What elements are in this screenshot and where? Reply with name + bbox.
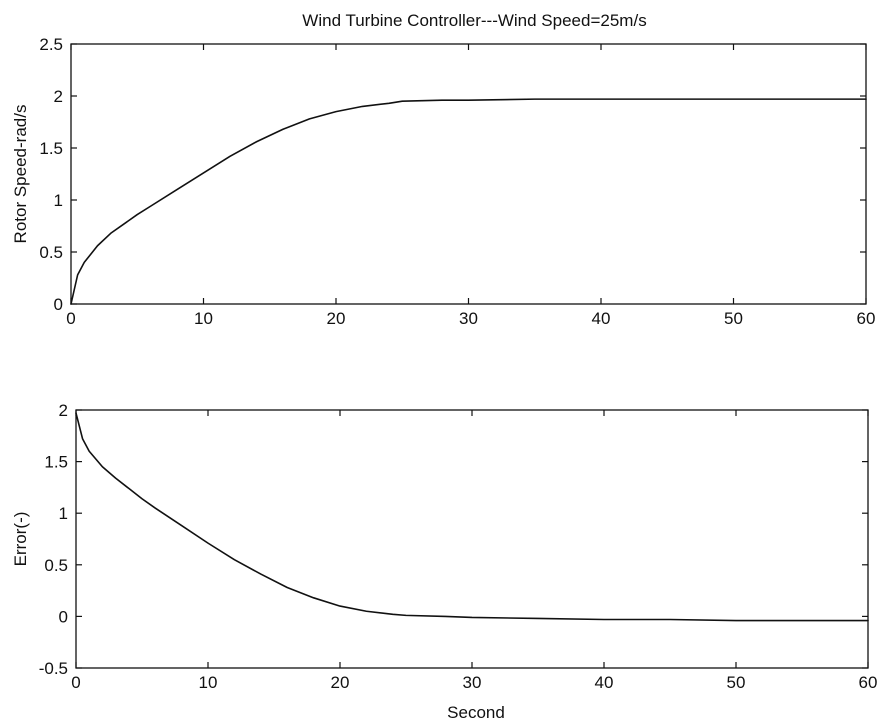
- y-tick-label: 2: [54, 87, 63, 106]
- chart-title: Wind Turbine Controller---Wind Speed=25m…: [302, 11, 646, 30]
- x-tick-label: 40: [595, 673, 614, 692]
- x-axis-label: Second: [447, 703, 505, 722]
- y-axis-label: Rotor Speed-rad/s: [11, 105, 30, 244]
- x-tick-label: 0: [71, 673, 80, 692]
- y-tick-label: 1.5: [44, 453, 68, 472]
- subplot-1: 0 10 20 30 40 50 60 0 0.5 1 1.5 2 2.5 Wind Turbine Co…: [11, 11, 875, 328]
- y-tick-label: -0.5: [39, 659, 68, 678]
- y-tick-label: 1: [54, 191, 63, 210]
- y-tick-label: 1.5: [39, 139, 63, 158]
- series-line-1: [75, 412, 869, 622]
- x-tick-label: 20: [331, 673, 350, 692]
- axes-frame: [75, 409, 869, 669]
- y-tick-label: 0: [59, 607, 68, 626]
- y-tick-label: 0: [54, 295, 63, 314]
- x-tick-label: 0: [66, 309, 75, 328]
- y-tick-label: 0.5: [44, 556, 68, 575]
- x-tick-label: 30: [463, 673, 482, 692]
- y-tick-label: 0.5: [39, 243, 63, 262]
- y-tick-label: 1: [59, 504, 68, 523]
- y-tick-label: 2: [59, 401, 68, 420]
- y-tick-label: 2.5: [39, 35, 63, 54]
- x-tick-label: 30: [459, 309, 478, 328]
- x-tick-label: 10: [194, 309, 213, 328]
- x-tick-label: 50: [724, 309, 743, 328]
- x-tick-label: 10: [199, 673, 218, 692]
- x-tick-label: 60: [857, 309, 876, 328]
- x-tick-label: 40: [592, 309, 611, 328]
- x-tick-label: 20: [327, 309, 346, 328]
- axes-frame: [70, 43, 867, 305]
- y-axis-label: Error(-): [11, 512, 30, 567]
- series-line-1: [70, 98, 867, 305]
- x-tick-label: 60: [859, 673, 878, 692]
- x-tick-label: 50: [727, 673, 746, 692]
